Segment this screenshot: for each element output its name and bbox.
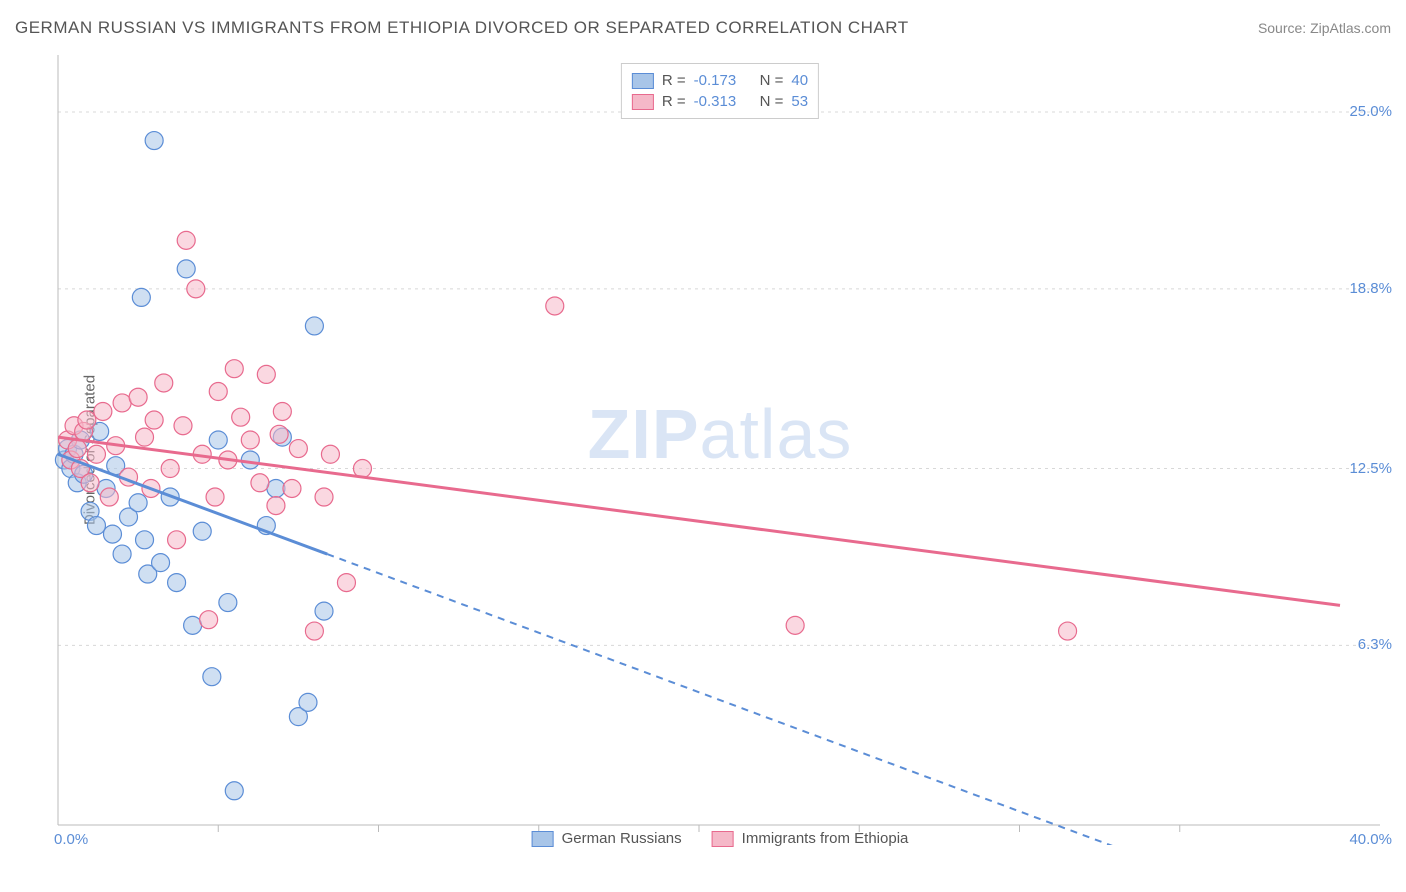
y-tick-label: 12.5% [1349,460,1392,477]
x-tick-label: 40.0% [1349,831,1392,848]
legend-stat-row: R = -0.313 N = 53 [632,91,808,112]
legend-swatch [632,94,654,110]
legend-stats: R = -0.173 N = 40 R = -0.313 N = 53 [621,63,819,119]
chart-header: GERMAN RUSSIAN VS IMMIGRANTS FROM ETHIOP… [15,18,1391,38]
r-value: -0.313 [694,93,752,110]
n-value: 40 [791,72,808,89]
legend-swatch [712,831,734,847]
legend-series-item: German Russians [532,830,682,847]
legend-swatch [532,831,554,847]
chart-title: GERMAN RUSSIAN VS IMMIGRANTS FROM ETHIOP… [15,18,909,38]
legend-stat-row: R = -0.173 N = 40 [632,70,808,91]
y-tick-label: 18.8% [1349,280,1392,297]
r-value: -0.173 [694,72,752,89]
r-label: R = [662,72,686,89]
y-tick-label: 6.3% [1358,636,1392,653]
chart-area: Divorced or Separated ZIPatlas R =-0.173… [50,55,1390,845]
r-label: R = [662,93,686,110]
n-value: 53 [791,93,808,110]
n-label: N = [760,93,784,110]
n-label: N = [760,72,784,89]
legend-series-label: German Russians [562,830,682,847]
legend-series-label: Immigrants from Ethiopia [742,830,909,847]
scatter-plot [50,55,1390,845]
legend-series: German Russians Immigrants from Ethiopia [532,830,909,847]
legend-series-item: Immigrants from Ethiopia [712,830,909,847]
x-tick-label: 0.0% [54,831,88,848]
legend-swatch [632,73,654,89]
chart-source: Source: ZipAtlas.com [1258,20,1391,36]
y-tick-label: 25.0% [1349,103,1392,120]
